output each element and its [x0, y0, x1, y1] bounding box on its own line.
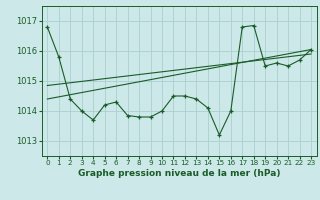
X-axis label: Graphe pression niveau de la mer (hPa): Graphe pression niveau de la mer (hPa): [78, 169, 280, 178]
